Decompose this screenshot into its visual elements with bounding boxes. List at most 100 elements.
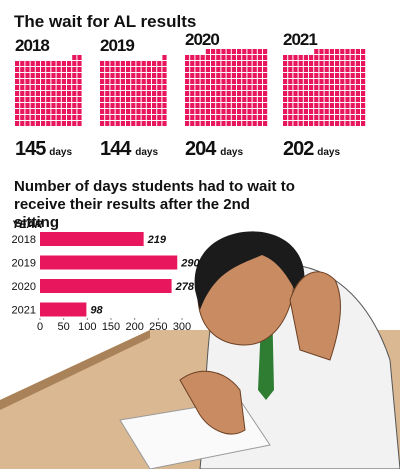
waffle-cell: [335, 91, 340, 96]
waffle-cell: [247, 73, 252, 78]
waffle-cell: [157, 109, 162, 114]
waffle-cell: [46, 97, 51, 102]
waffle-cell: [335, 49, 340, 54]
waffle-cell: [329, 91, 334, 96]
waffle-cell: [340, 85, 345, 90]
waffle-cell: [110, 109, 115, 114]
waffle-cell: [283, 79, 288, 84]
waffle-cell: [216, 55, 221, 60]
waffle-cell: [298, 115, 303, 120]
waffle-cell: [303, 73, 308, 78]
x-tick-label: 50: [58, 321, 70, 333]
waffle-cell: [329, 49, 334, 54]
waffle-cell: [345, 61, 350, 66]
waffle-cell: [335, 85, 340, 90]
waffle-cell: [200, 67, 205, 72]
waffle-cell: [242, 55, 247, 60]
waffle-cell: [200, 103, 205, 108]
value-label: 144: [100, 138, 132, 160]
waffle-cell: [120, 115, 125, 120]
waffle-cell: [283, 115, 288, 120]
waffle-cell: [293, 97, 298, 102]
waffle-cell: [361, 49, 366, 54]
waffle-cell: [100, 97, 105, 102]
waffle-cell: [131, 97, 136, 102]
waffle-cell: [216, 91, 221, 96]
waffle-cell: [355, 73, 360, 78]
waffle-cell: [51, 97, 56, 102]
waffle-cell: [25, 67, 30, 72]
waffle-cell: [319, 103, 324, 108]
waffle-cell: [195, 55, 200, 60]
waffle-cell: [211, 49, 216, 54]
waffle-cell: [200, 115, 205, 120]
unit-label: days: [49, 147, 72, 158]
waffle-cell: [231, 103, 236, 108]
waffle-cell: [361, 55, 366, 60]
waffle-cell: [340, 49, 345, 54]
waffle-cell: [61, 97, 66, 102]
waffle-cell: [252, 97, 257, 102]
waffle-cell: [61, 121, 66, 126]
waffle-cell: [41, 109, 46, 114]
waffle-cell: [61, 103, 66, 108]
waffle-cell: [335, 115, 340, 120]
waffle-cell: [205, 49, 210, 54]
waffle-cell: [247, 121, 252, 126]
waffle-cell: [77, 73, 82, 78]
waffle-cell: [247, 55, 252, 60]
waffle-cell: [190, 91, 195, 96]
waffle-cell: [146, 73, 151, 78]
waffle-cell: [72, 103, 77, 108]
desk-edge: [0, 330, 150, 410]
waffle-cell: [51, 67, 56, 72]
waffle-cell: [190, 67, 195, 72]
waffle-cell: [340, 91, 345, 96]
waffle-cell: [242, 103, 247, 108]
waffle-cell: [146, 121, 151, 126]
waffle-cell: [319, 49, 324, 54]
waffle-cell: [141, 121, 146, 126]
waffle-cell: [200, 85, 205, 90]
waffle-cell: [195, 73, 200, 78]
waffle-cell: [237, 109, 242, 114]
waffle-cell: [72, 115, 77, 120]
waffle-cell: [15, 115, 20, 120]
waffle-cell: [61, 91, 66, 96]
waffle-cell: [231, 91, 236, 96]
waffle-cell: [221, 85, 226, 90]
illustration: [0, 231, 400, 469]
waffle-cell: [185, 67, 190, 72]
waffle-cell: [20, 61, 25, 66]
waffle-cell: [345, 91, 350, 96]
waffle-cell: [190, 61, 195, 66]
waffle-cell: [211, 109, 216, 114]
waffle-cell: [335, 79, 340, 84]
waffle-cell: [231, 79, 236, 84]
waffle-cell: [15, 97, 20, 102]
waffle-cell: [30, 61, 35, 66]
waffle-cell: [46, 103, 51, 108]
waffle-cell: [51, 85, 56, 90]
waffle-cell: [115, 115, 120, 120]
waffle-cell: [51, 103, 56, 108]
waffle-cell: [195, 121, 200, 126]
waffle-cell: [46, 85, 51, 90]
waffle-cell: [131, 109, 136, 114]
waffle-cell: [216, 115, 221, 120]
waffle-cell: [329, 121, 334, 126]
waffle-cell: [298, 61, 303, 66]
waffle-cell: [46, 115, 51, 120]
waffle-cell: [345, 79, 350, 84]
waffle-cell: [361, 115, 366, 120]
waffle-cell: [361, 61, 366, 66]
waffle-cell: [324, 91, 329, 96]
waffle-cell: [257, 49, 262, 54]
waffle-cell: [340, 67, 345, 72]
waffle-cell: [20, 73, 25, 78]
waffle-cell: [61, 109, 66, 114]
waffle-cell: [51, 61, 56, 66]
waffle-cell: [146, 97, 151, 102]
waffle-cell: [136, 115, 141, 120]
